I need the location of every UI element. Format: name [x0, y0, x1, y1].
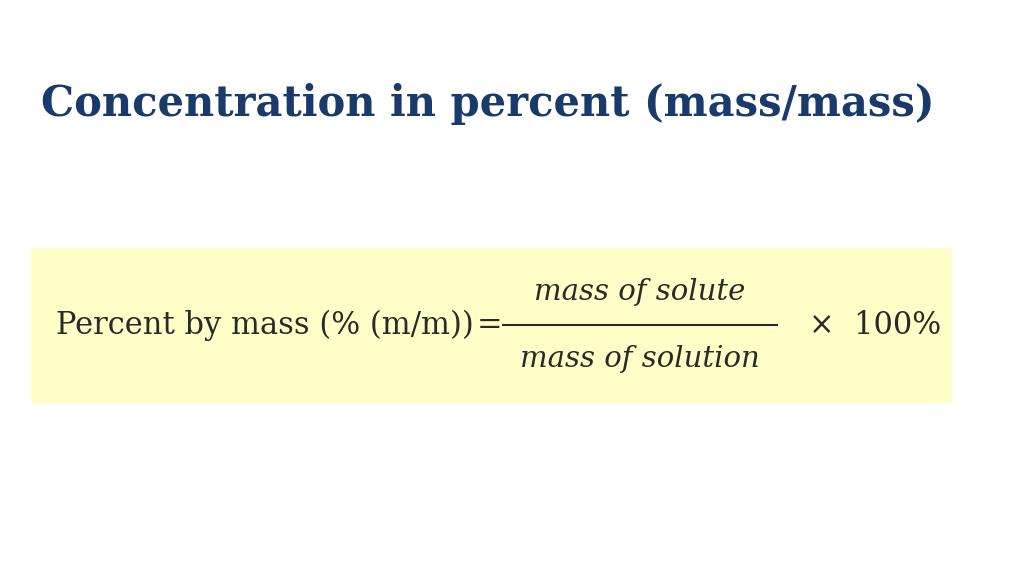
Text: Percent by mass (% (m/m)): Percent by mass (% (m/m)) — [56, 310, 474, 341]
FancyBboxPatch shape — [31, 248, 952, 403]
Text: Concentration in percent (mass/mass): Concentration in percent (mass/mass) — [41, 83, 935, 124]
Text: ×  100%: × 100% — [809, 310, 941, 341]
Text: mass of solution: mass of solution — [520, 345, 760, 373]
Text: mass of solute: mass of solute — [535, 278, 745, 306]
Text: =: = — [476, 310, 503, 341]
